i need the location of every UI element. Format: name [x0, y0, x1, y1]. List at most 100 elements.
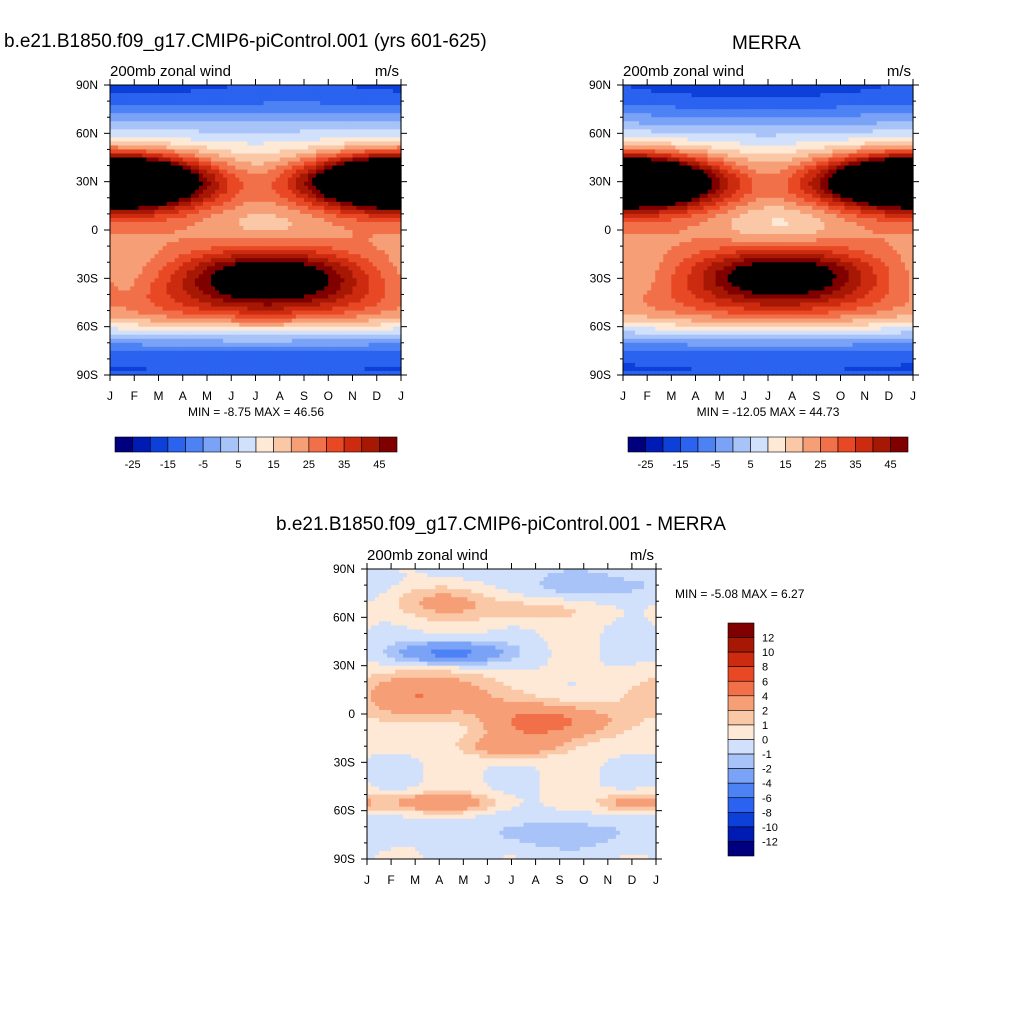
heatmap-cell — [122, 270, 127, 275]
heatmap-cell — [276, 162, 281, 167]
heatmap-cell — [134, 145, 139, 150]
heatmap-cell — [312, 198, 317, 203]
heatmap-cell — [361, 113, 366, 118]
heatmap-cell — [268, 137, 273, 142]
heatmap-cell — [175, 307, 180, 312]
heatmap-cell — [389, 137, 394, 142]
heatmap-cell — [243, 182, 248, 187]
heatmap-cell — [385, 149, 390, 154]
heatmap-cell — [369, 109, 374, 114]
heatmap-cell — [199, 198, 204, 203]
heatmap-cell — [348, 307, 353, 312]
heatmap-cell — [122, 294, 127, 299]
heatmap-cell — [377, 153, 382, 158]
heatmap-cell — [247, 242, 252, 247]
heatmap-cell — [195, 101, 200, 106]
heatmap-cell — [138, 347, 143, 352]
heatmap-cell — [308, 85, 313, 90]
heatmap-cell — [344, 158, 349, 163]
heatmap-cell — [328, 166, 333, 171]
heatmap-cell — [300, 226, 305, 231]
heatmap-cell — [247, 307, 252, 312]
heatmap-cell — [187, 121, 192, 126]
heatmap-cell — [288, 170, 293, 175]
heatmap-cell — [167, 89, 172, 94]
heatmap-cell — [211, 113, 216, 118]
heatmap-cell — [207, 202, 212, 207]
heatmap-cell — [308, 363, 313, 368]
heatmap-cell — [381, 149, 386, 154]
heatmap-cell — [361, 282, 366, 287]
heatmap-cell — [316, 315, 321, 320]
heatmap-cell — [195, 355, 200, 360]
heatmap-cell — [118, 238, 123, 243]
heatmap-cell — [300, 174, 305, 179]
heatmap-cell — [110, 145, 115, 150]
heatmap-cell — [300, 166, 305, 171]
heatmap-cell — [353, 246, 358, 251]
heatmap-cell — [365, 158, 370, 163]
heatmap-cell — [187, 190, 192, 195]
heatmap-cell — [243, 133, 248, 138]
heatmap-cell — [150, 194, 155, 199]
heatmap-cell — [292, 298, 297, 303]
heatmap-cell — [361, 97, 366, 102]
heatmap-cell — [179, 335, 184, 340]
heatmap-cell — [199, 278, 204, 283]
heatmap-cell — [288, 303, 293, 308]
heatmap-cell — [211, 89, 216, 94]
heatmap-cell — [239, 258, 244, 263]
heatmap-cell — [369, 347, 374, 352]
heatmap-cell — [187, 290, 192, 295]
heatmap-cell — [288, 351, 293, 356]
heatmap-cell — [235, 170, 240, 175]
heatmap-cell — [328, 343, 333, 348]
heatmap-cell — [130, 246, 135, 251]
heatmap-cell — [239, 145, 244, 150]
heatmap-cell — [292, 93, 297, 98]
heatmap-cell — [268, 194, 273, 199]
heatmap-cell — [142, 113, 147, 118]
heatmap-cell — [154, 166, 159, 171]
heatmap-cell — [191, 319, 196, 324]
heatmap-cell — [348, 210, 353, 215]
heatmap-cell — [328, 85, 333, 90]
heatmap-cell — [260, 303, 265, 308]
heatmap-cell — [126, 109, 131, 114]
heatmap-cell — [122, 166, 127, 171]
heatmap-cell — [187, 226, 192, 231]
heatmap-cell — [199, 307, 204, 312]
heatmap-cell — [134, 202, 139, 207]
heatmap-cell — [316, 234, 321, 239]
heatmap-cell — [361, 178, 366, 183]
heatmap-cell — [272, 315, 277, 320]
heatmap-cell — [154, 97, 159, 102]
heatmap-cell — [163, 250, 168, 255]
heatmap-cell — [324, 282, 329, 287]
heatmap-cell — [231, 133, 236, 138]
heatmap-cell — [324, 367, 329, 372]
heatmap-cell — [280, 262, 285, 267]
heatmap-cell — [215, 210, 220, 215]
heatmap-cell — [191, 355, 196, 360]
heatmap-cell — [167, 162, 172, 167]
heatmap-cell — [223, 266, 228, 271]
heatmap-cell — [288, 145, 293, 150]
heatmap-cell — [199, 153, 204, 158]
heatmap-cell — [344, 274, 349, 279]
heatmap-cell — [142, 109, 147, 114]
heatmap-cell — [187, 307, 192, 312]
heatmap-cell — [142, 238, 147, 243]
heatmap-cell — [332, 355, 337, 360]
heatmap-cell — [179, 298, 184, 303]
heatmap-cell — [146, 174, 151, 179]
heatmap-cell — [130, 121, 135, 126]
heatmap-cell — [179, 145, 184, 150]
heatmap-cell — [280, 222, 285, 227]
heatmap-cell — [163, 101, 168, 106]
heatmap-cell — [231, 166, 236, 171]
heatmap-cell — [377, 311, 382, 316]
heatmap-cell — [251, 315, 256, 320]
heatmap-cell — [361, 89, 366, 94]
heatmap-cell — [296, 367, 301, 372]
